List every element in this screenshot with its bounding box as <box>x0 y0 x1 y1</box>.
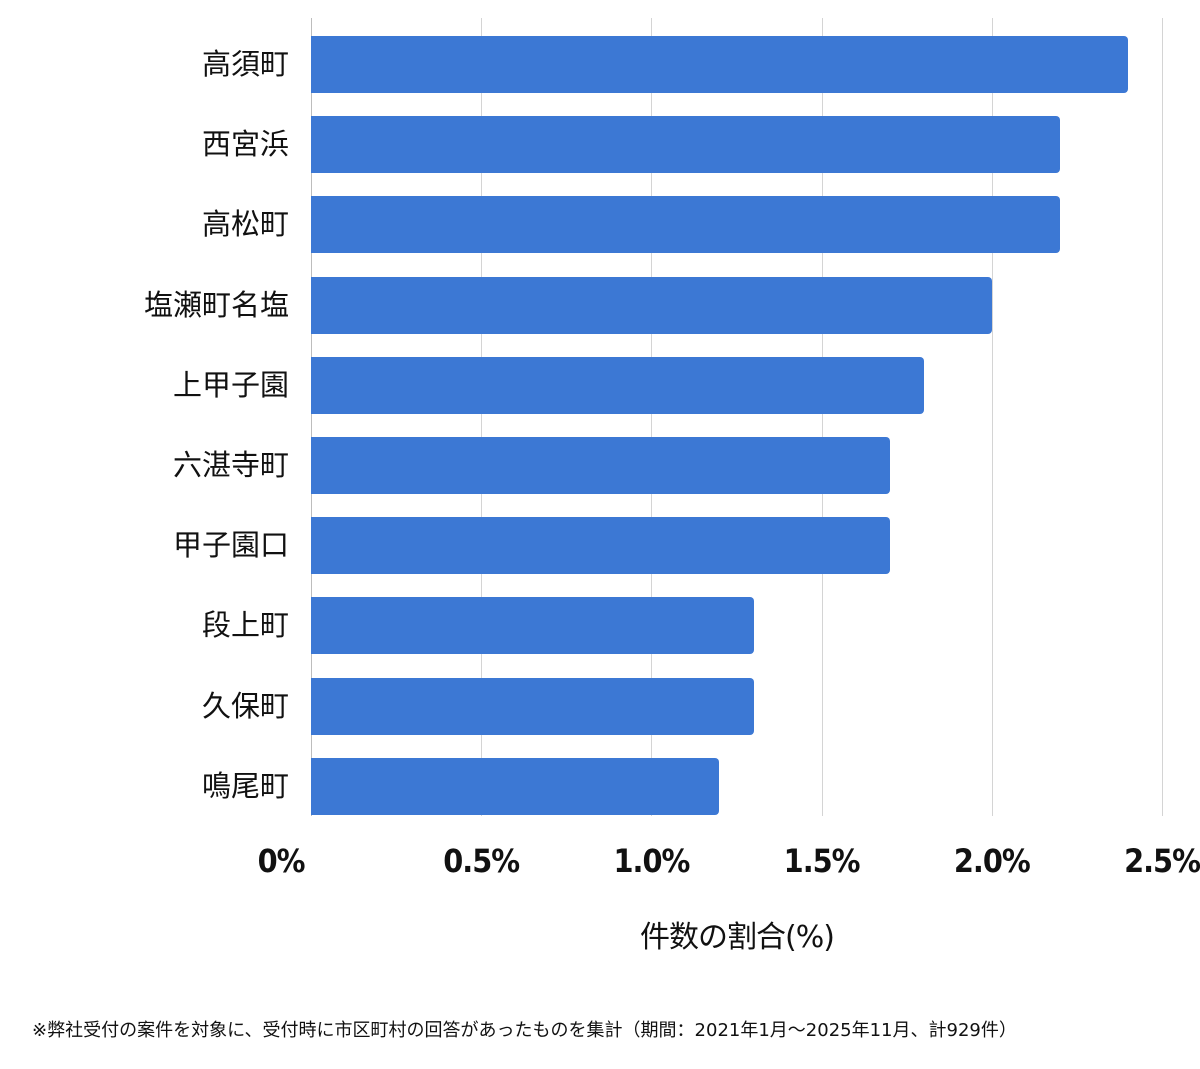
gridline <box>651 18 652 816</box>
x-tick-label: 2.5% <box>1124 842 1200 880</box>
gridline <box>311 18 312 816</box>
x-tick-label: 1.0% <box>613 842 690 880</box>
category-label: 久保町 <box>201 689 289 723</box>
category-label: 塩瀬町名塩 <box>143 288 289 322</box>
bar <box>311 597 754 654</box>
footnote: ※弊社受付の案件を対象に、受付時に市区町村の回答があったものを集計（期間：202… <box>32 1020 1017 1041</box>
category-label: 段上町 <box>201 608 289 642</box>
category-label: 甲子園口 <box>172 528 289 562</box>
bar <box>311 357 924 414</box>
bar <box>311 517 890 574</box>
gridline <box>992 18 993 816</box>
x-tick-label: 0% <box>257 842 306 880</box>
category-label: 上甲子園 <box>172 368 289 402</box>
bar <box>311 196 1060 253</box>
x-tick-label: 0.5% <box>443 842 520 880</box>
category-label: 高松町 <box>201 207 289 241</box>
x-tick-label: 2.0% <box>953 842 1031 880</box>
x-axis-label: 件数の割合(%) <box>640 920 835 955</box>
bar <box>311 277 992 334</box>
gridline <box>481 18 482 816</box>
category-label: 鳴尾町 <box>201 769 289 803</box>
category-label: 西宮浜 <box>201 127 289 161</box>
bar <box>311 116 1060 173</box>
bar <box>311 678 754 735</box>
category-label: 高須町 <box>201 47 289 81</box>
x-tick-label: 1.5% <box>783 842 861 880</box>
category-label: 六湛寺町 <box>172 448 289 482</box>
bar <box>311 36 1128 93</box>
bar <box>311 437 890 494</box>
gridline <box>1162 18 1163 816</box>
gridline <box>822 18 823 816</box>
bar <box>311 758 719 815</box>
